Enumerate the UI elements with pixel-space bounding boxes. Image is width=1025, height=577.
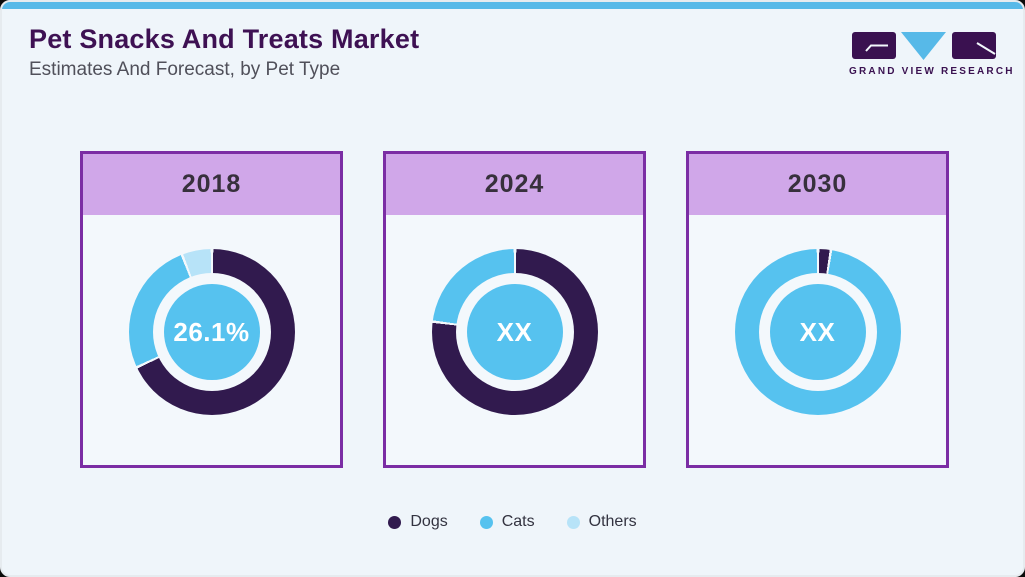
- gvr-logo-icon: [852, 32, 996, 60]
- top-accent-bar: [2, 2, 1023, 9]
- year-card-2030: 2030 XX: [686, 151, 949, 468]
- cats-swatch-icon: [479, 515, 493, 529]
- year-label: 2024: [484, 170, 545, 198]
- donut-chart-2024: XX: [431, 249, 598, 415]
- year-label: 2030: [787, 170, 848, 198]
- legend: Dogs Cats Others: [2, 513, 1023, 531]
- brand-logo: GRAND VIEW RESEARCH: [849, 30, 1015, 77]
- donut-center-value: XX: [769, 284, 866, 380]
- legend-label: Others: [588, 513, 637, 530]
- year-card-2024: 2024 XX: [383, 151, 646, 468]
- others-swatch-icon: [566, 515, 580, 529]
- donut-center-value: 26.1%: [163, 284, 260, 380]
- page-subtitle: Estimates And Forecast, by Pet Type: [29, 59, 341, 80]
- donut-chart-2018: 26.1%: [128, 249, 295, 415]
- year-card-header: 2030: [689, 154, 946, 215]
- legend-label: Cats: [501, 513, 535, 530]
- page-title: Pet Snacks And Treats Market: [29, 24, 420, 54]
- legend-item-dogs: Dogs: [388, 513, 448, 531]
- brand-name: GRAND VIEW RESEARCH: [849, 66, 1015, 77]
- legend-label: Dogs: [410, 513, 448, 530]
- year-card-header: 2024: [386, 154, 643, 215]
- year-label: 2018: [181, 170, 242, 198]
- dogs-swatch-icon: [388, 515, 402, 529]
- year-card-header: 2018: [83, 154, 340, 215]
- year-card-2018: 2018 26.1%: [80, 151, 343, 468]
- donut-center-value: XX: [466, 284, 563, 380]
- legend-item-others: Others: [566, 513, 637, 531]
- donut-chart-2030: XX: [734, 249, 901, 415]
- legend-item-cats: Cats: [479, 513, 535, 531]
